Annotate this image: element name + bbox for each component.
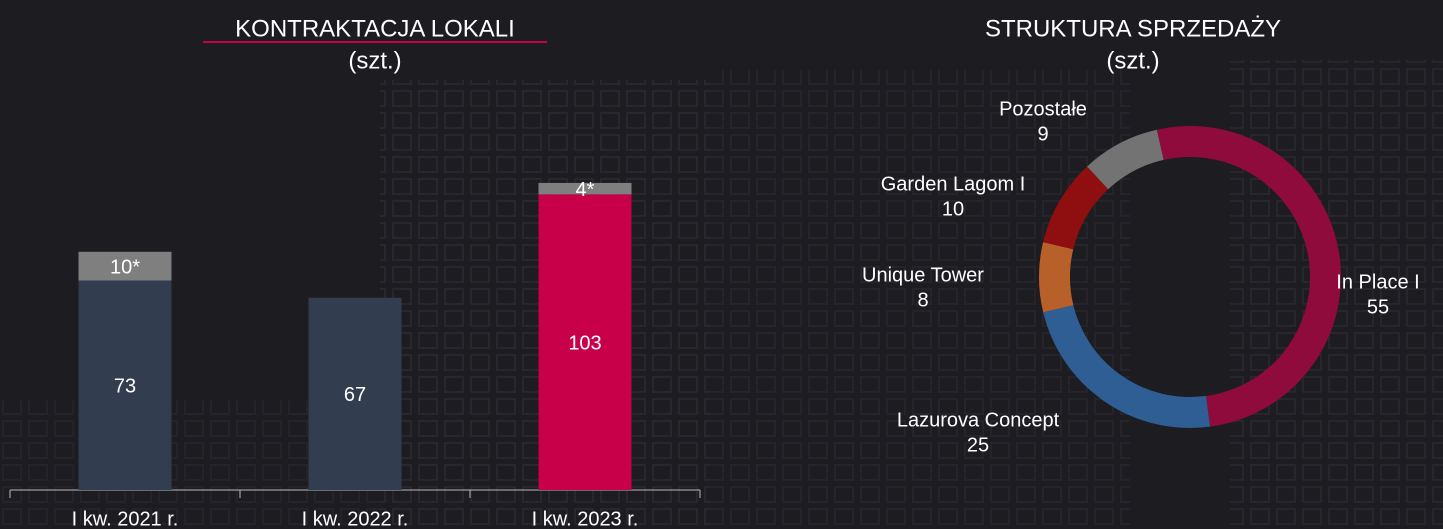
slice-value: 8 (917, 289, 928, 311)
value-label: 4* (576, 179, 595, 201)
slice-value: 25 (967, 434, 989, 456)
x-tick-label: I kw. 2022 r. (302, 508, 409, 529)
slice-value: 55 (1367, 296, 1389, 318)
chart-title: STRUKTURA SPRZEDAŻY (985, 15, 1281, 42)
value-label: 73 (114, 376, 136, 398)
donut-slice (1039, 242, 1073, 312)
chart-subtitle: (szt.) (1106, 47, 1159, 74)
value-label: 67 (344, 384, 366, 406)
slice-label: Unique Tower (862, 264, 984, 286)
x-tick-label: I kw. 2023 r. (532, 508, 639, 529)
slice-label: Garden Lagom I (881, 173, 1026, 195)
value-label: 103 (568, 332, 601, 354)
slice-label: In Place I (1336, 271, 1419, 293)
slice-label: Lazurova Concept (897, 409, 1060, 431)
chart-title: KONTRAKTACJA LOKALI (235, 15, 515, 42)
slice-value: 10 (942, 198, 964, 220)
x-tick-label: I kw. 2021 r. (72, 508, 179, 529)
page: KONTRAKTACJA LOKALI (szt.) STRUKTURA SPR… (0, 0, 1443, 529)
slice-value: 9 (1037, 123, 1048, 145)
value-label: 10* (110, 256, 140, 278)
chart: KONTRAKTACJA LOKALI (szt.) STRUKTURA SPR… (0, 0, 1443, 529)
slice-label: Pozostałe (999, 98, 1087, 120)
chart-subtitle: (szt.) (348, 47, 401, 74)
